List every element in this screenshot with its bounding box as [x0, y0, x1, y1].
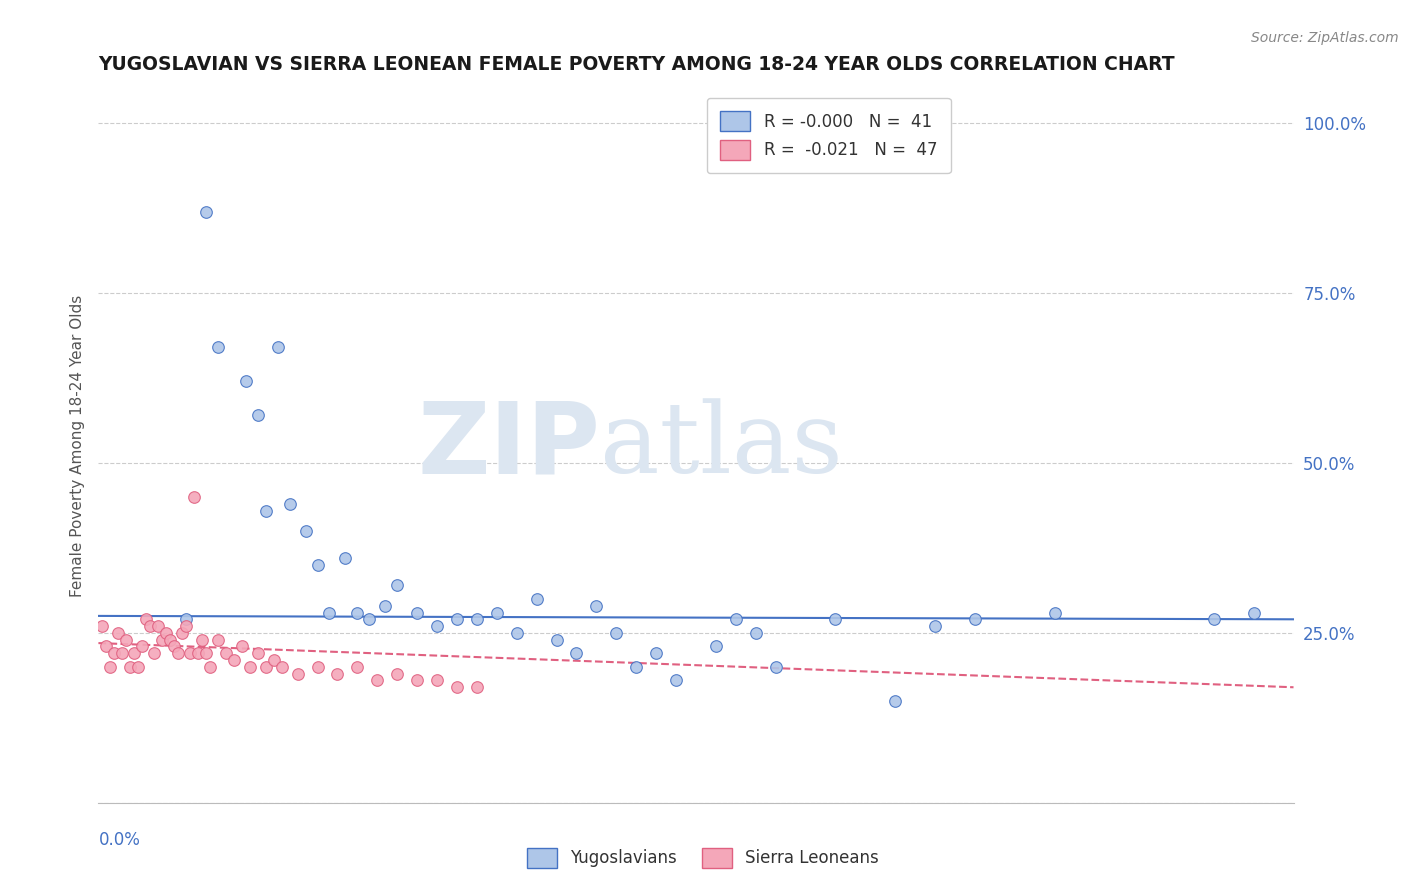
Point	[179, 646, 201, 660]
Point	[626, 660, 648, 674]
Point	[207, 341, 229, 355]
Point	[150, 632, 173, 647]
Point	[824, 612, 846, 626]
Point	[183, 490, 205, 504]
Point	[374, 599, 396, 613]
Point	[91, 619, 114, 633]
Point	[143, 646, 166, 660]
Point	[155, 626, 177, 640]
Point	[963, 612, 986, 626]
Point	[235, 375, 257, 389]
Point	[506, 626, 529, 640]
Point	[111, 646, 134, 660]
Point	[174, 619, 197, 633]
Point	[765, 660, 787, 674]
Point	[346, 660, 368, 674]
Point	[198, 660, 221, 674]
Point	[195, 204, 218, 219]
Point	[215, 646, 238, 660]
Point	[446, 612, 468, 626]
Point	[135, 612, 157, 626]
Point	[724, 612, 747, 626]
Point	[665, 673, 688, 688]
Point	[1202, 612, 1225, 626]
Point	[526, 591, 548, 606]
Point	[426, 673, 449, 688]
Text: atlas: atlas	[600, 398, 844, 494]
Point	[307, 660, 329, 674]
Point	[924, 619, 946, 633]
Point	[120, 660, 142, 674]
Text: 0.0%: 0.0%	[98, 831, 141, 849]
Point	[884, 694, 907, 708]
Point	[465, 680, 488, 694]
Point	[605, 626, 627, 640]
Point	[139, 619, 162, 633]
Point	[174, 612, 197, 626]
Point	[446, 680, 468, 694]
Point	[239, 660, 262, 674]
Text: YUGOSLAVIAN VS SIERRA LEONEAN FEMALE POVERTY AMONG 18-24 YEAR OLDS CORRELATION C: YUGOSLAVIAN VS SIERRA LEONEAN FEMALE POV…	[98, 54, 1175, 74]
Point	[385, 666, 409, 681]
Y-axis label: Female Poverty Among 18-24 Year Olds: Female Poverty Among 18-24 Year Olds	[69, 295, 84, 597]
Text: ZIP: ZIP	[418, 398, 600, 494]
Point	[103, 646, 125, 660]
Point	[546, 632, 568, 647]
Point	[207, 632, 229, 647]
Point	[287, 666, 309, 681]
Point	[148, 619, 170, 633]
Point	[163, 640, 186, 654]
Point	[115, 632, 138, 647]
Legend: R = -0.000   N =  41, R =  -0.021   N =  47: R = -0.000 N = 41, R = -0.021 N = 47	[707, 97, 950, 173]
Point	[172, 626, 194, 640]
Point	[107, 626, 129, 640]
Point	[294, 524, 316, 538]
Point	[565, 646, 588, 660]
Point	[366, 673, 388, 688]
Point	[359, 612, 381, 626]
Point	[246, 409, 269, 423]
Point	[187, 646, 209, 660]
Text: Source: ZipAtlas.com: Source: ZipAtlas.com	[1251, 31, 1399, 45]
Point	[585, 599, 607, 613]
Point	[191, 632, 214, 647]
Point	[335, 551, 357, 566]
Point	[222, 653, 245, 667]
Point	[131, 640, 153, 654]
Point	[278, 497, 301, 511]
Point	[167, 646, 190, 660]
Point	[326, 666, 349, 681]
Point	[231, 640, 253, 654]
Point	[127, 660, 149, 674]
Point	[246, 646, 269, 660]
Point	[385, 578, 409, 592]
Point	[645, 646, 668, 660]
Point	[406, 606, 429, 620]
Point	[426, 619, 449, 633]
Point	[1243, 606, 1265, 620]
Point	[270, 660, 292, 674]
Point	[98, 660, 122, 674]
Point	[124, 646, 146, 660]
Point	[465, 612, 488, 626]
Point	[346, 606, 368, 620]
Legend: Yugoslavians, Sierra Leoneans: Yugoslavians, Sierra Leoneans	[520, 841, 886, 875]
Point	[704, 640, 727, 654]
Point	[254, 503, 277, 517]
Point	[485, 606, 508, 620]
Point	[96, 640, 118, 654]
Point	[1043, 606, 1066, 620]
Point	[267, 341, 290, 355]
Point	[195, 646, 218, 660]
Point	[318, 606, 340, 620]
Point	[406, 673, 429, 688]
Point	[159, 632, 181, 647]
Point	[307, 558, 329, 572]
Point	[263, 653, 285, 667]
Point	[745, 626, 768, 640]
Point	[254, 660, 277, 674]
